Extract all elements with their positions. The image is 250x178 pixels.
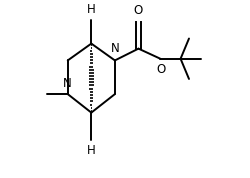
Text: H: H — [87, 3, 96, 16]
Text: O: O — [134, 4, 143, 17]
Text: H: H — [87, 144, 96, 157]
Text: O: O — [156, 63, 166, 77]
Text: N: N — [62, 77, 71, 90]
Text: N: N — [111, 42, 120, 55]
Text: N: N — [42, 77, 50, 90]
